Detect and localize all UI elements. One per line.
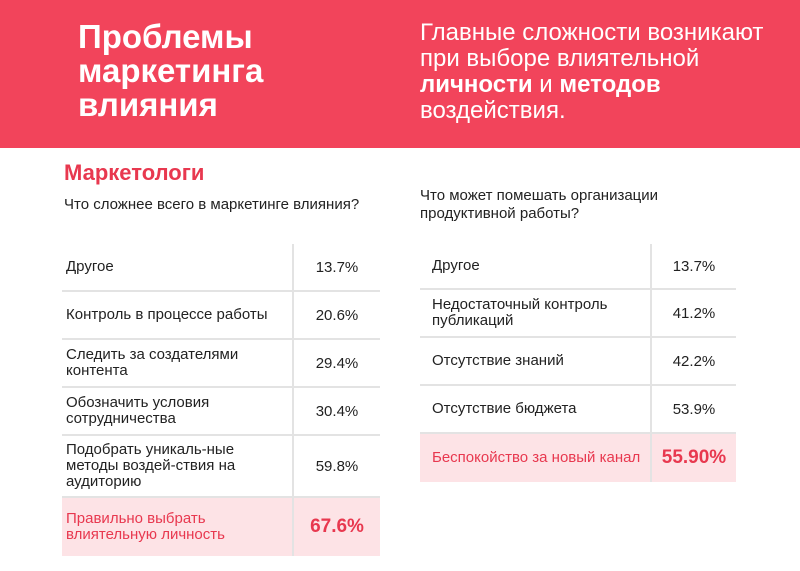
subtitle-bold-1: личности <box>420 71 533 98</box>
table-row: Обозначить условия сотрудничества 30.4% <box>62 388 380 436</box>
right-question: Что может помешать организации продуктив… <box>420 187 659 222</box>
table-row: Другое 13.7% <box>62 244 380 292</box>
left-table: Другое 13.7% Контроль в процессе работы … <box>62 244 380 556</box>
row-label: Беспокойство за новый канал <box>432 449 641 466</box>
table-row: Следить за создателями контента 29.4% <box>62 340 380 388</box>
row-label: Отсутствие бюджета <box>432 400 577 417</box>
row-label: Другое <box>432 257 480 274</box>
row-value: 29.4% <box>292 340 380 386</box>
page-title: Проблемы маркетинга влияния <box>78 18 264 123</box>
table-row-highlight: Беспокойство за новый канал 55.90% <box>420 434 736 482</box>
table-row: Недостаточный контроль публикаций 41.2% <box>420 290 736 338</box>
header-banner: Проблемы маркетинга влияния Главные слож… <box>0 0 800 148</box>
table-row: Другое 13.7% <box>420 244 736 290</box>
subtitle-text-3: воздействия. <box>420 97 566 124</box>
subtitle-text-2: и <box>532 71 560 98</box>
row-value: 55.90% <box>650 434 736 482</box>
row-label: Подобрать уникаль-ные методы воздей-стви… <box>66 441 236 490</box>
row-value: 13.7% <box>292 244 380 290</box>
table-row: Отсутствие знаний 42.2% <box>420 338 736 386</box>
subtitle-text-1: Главные сложности возникают при выборе в… <box>420 19 764 72</box>
row-label: Отсутствие знаний <box>432 352 564 369</box>
table-row-highlight: Правильно выбрать влиятельную личность 6… <box>62 498 380 556</box>
row-value: 41.2% <box>650 290 736 336</box>
subtitle-bold-2: методов <box>559 71 661 98</box>
table-row: Подобрать уникаль-ные методы воздей-стви… <box>62 436 380 498</box>
section-title: Маркетологи <box>64 160 205 185</box>
left-question: Что сложнее всего в маркетинге влияния? <box>64 196 360 213</box>
row-value: 67.6% <box>292 498 380 556</box>
page-subtitle: Главные сложности возникают при выборе в… <box>420 20 780 124</box>
table-row: Отсутствие бюджета 53.9% <box>420 386 736 434</box>
row-value: 13.7% <box>650 244 736 288</box>
row-value: 59.8% <box>292 436 380 496</box>
table-row: Контроль в процессе работы 20.6% <box>62 292 380 340</box>
row-label: Другое <box>66 258 114 275</box>
row-label: Следить за создателями контента <box>66 346 239 379</box>
row-label: Недостаточный контроль публикаций <box>432 296 608 329</box>
row-label: Правильно выбрать влиятельную личность <box>66 510 225 543</box>
row-label: Контроль в процессе работы <box>66 306 268 323</box>
row-value: 42.2% <box>650 338 736 384</box>
right-table: Другое 13.7% Недостаточный контроль публ… <box>420 244 736 482</box>
row-label: Обозначить условия сотрудничества <box>66 394 210 427</box>
row-value: 20.6% <box>292 292 380 338</box>
row-value: 30.4% <box>292 388 380 434</box>
row-value: 53.9% <box>650 386 736 432</box>
